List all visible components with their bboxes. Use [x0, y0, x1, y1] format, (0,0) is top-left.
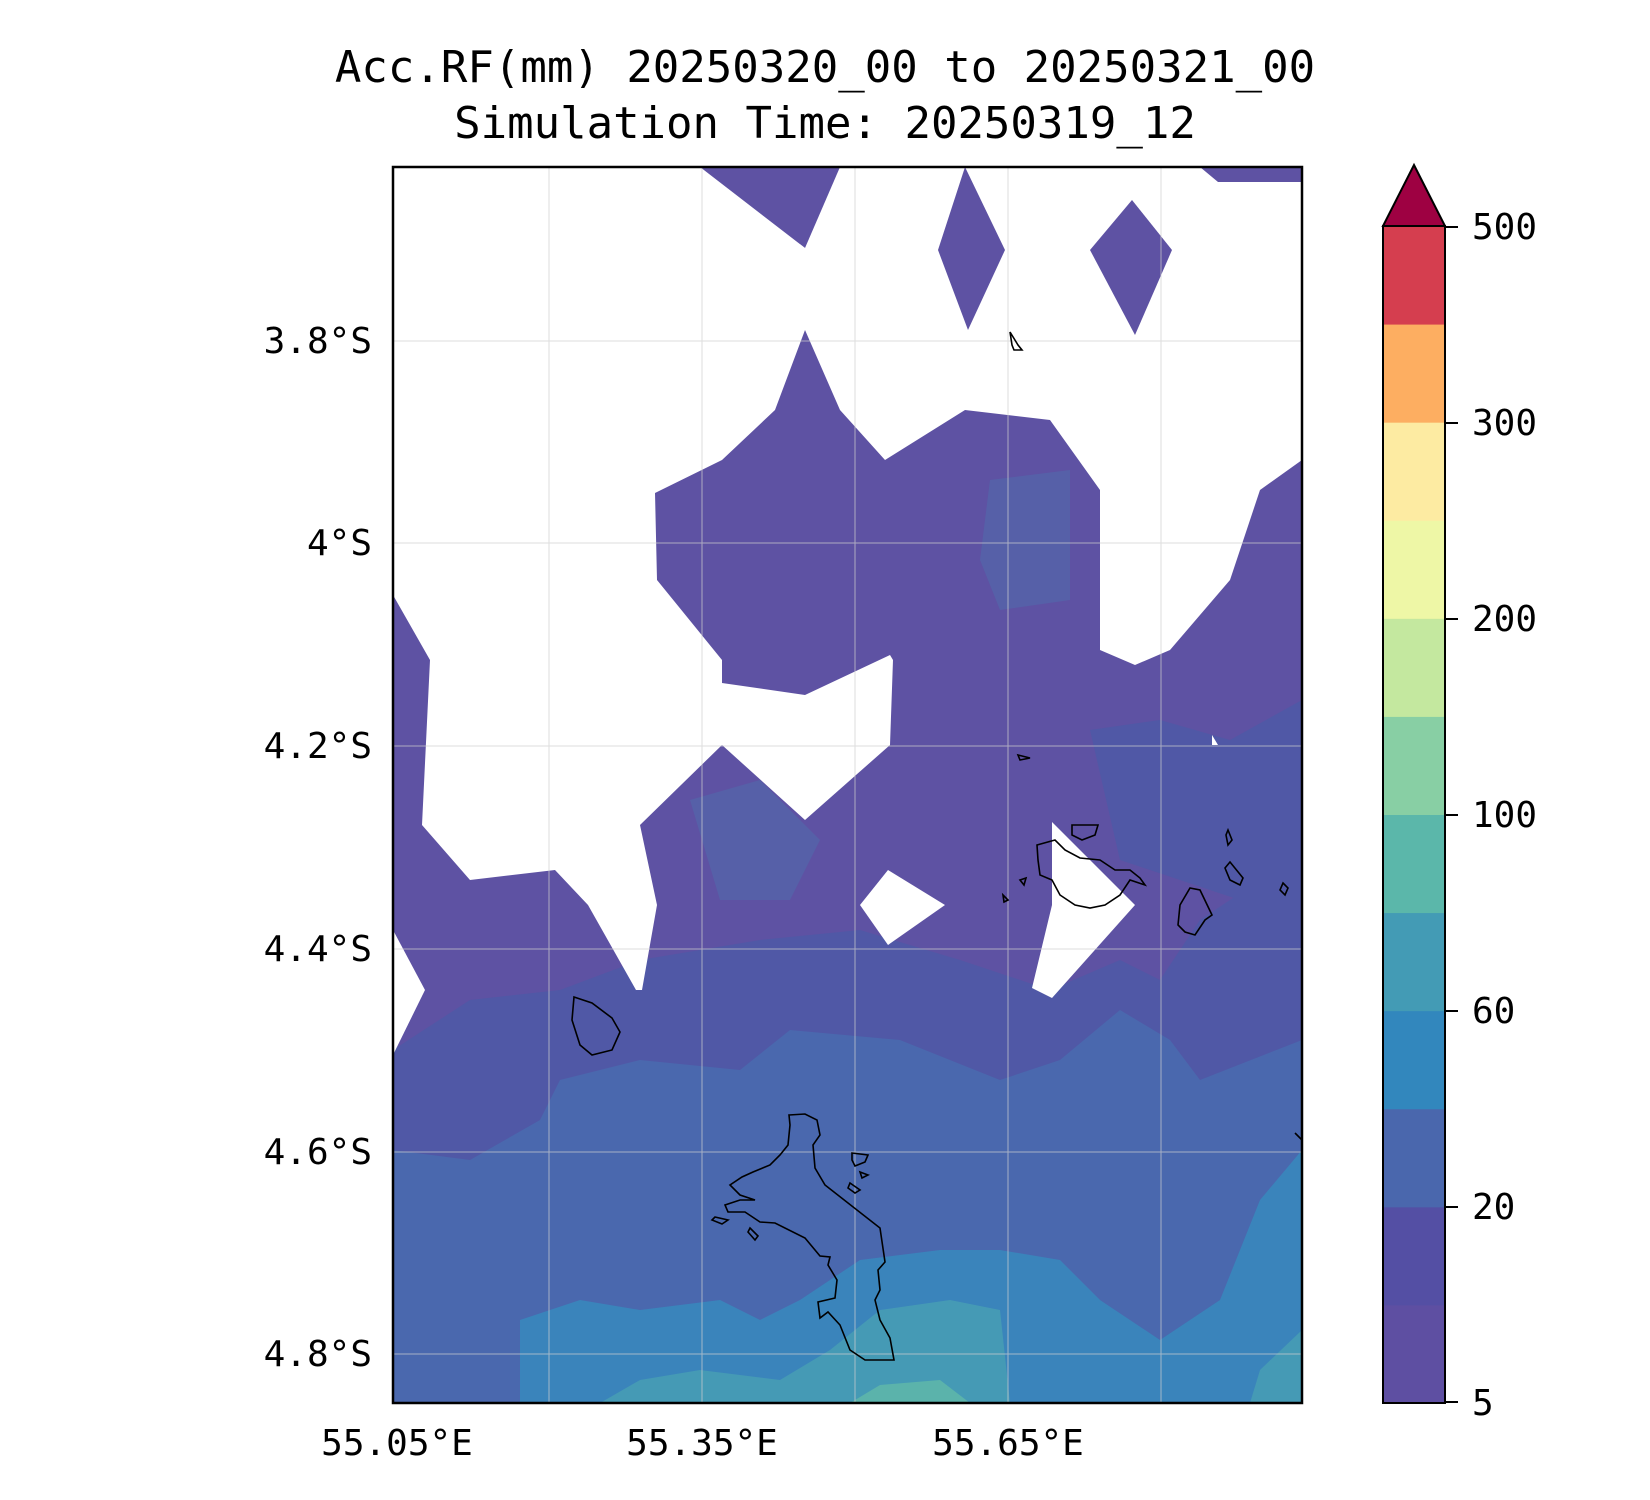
colorbar: 500 300 200 100 60 20 5 [1381, 162, 1537, 1424]
island-la-digue [1177, 887, 1214, 936]
colorbar-band [1383, 912, 1445, 1012]
colorbar-band [1383, 422, 1445, 521]
colorbar-band [1383, 520, 1445, 619]
lat-tick-label: 3.8°S [264, 321, 372, 362]
colorbar-band [1383, 814, 1445, 914]
lat-tick-label: 4.6°S [264, 1132, 372, 1173]
rainfall-field [393, 167, 1302, 1403]
colorbar-ticks [1445, 226, 1458, 1403]
lat-tick-labels: 3.8°S 4°S 4.2°S 4.4°S 4.6°S 4.8°S [264, 321, 372, 1375]
colorbar-band [1383, 1304, 1445, 1404]
lat-tick-label: 4.4°S [264, 929, 372, 970]
colorbar-bands [1383, 226, 1445, 1404]
rain-band-10-20-mid [690, 780, 820, 900]
colorbar-band [1383, 324, 1445, 423]
lon-tick-labels: 55.05°E 55.35°E 55.65°E [321, 1423, 1084, 1464]
colorbar-tick-label: 200 [1472, 599, 1537, 640]
colorbar-band [1383, 716, 1445, 815]
map-gridlines [393, 167, 1302, 1403]
island-silhouette [571, 995, 621, 1056]
lat-tick-label: 4.2°S [264, 726, 372, 767]
no-rain-areas [393, 167, 1302, 1055]
lat-tick-label: 4°S [307, 523, 372, 564]
colorbar-tick-label: 20 [1472, 1187, 1515, 1228]
colorbar-band [1383, 1108, 1445, 1208]
map-title: Acc.RF(mm) 20250320_00 to 20250321_00 [334, 42, 1316, 93]
lon-tick-label: 55.65°E [932, 1423, 1084, 1464]
lon-tick-label: 55.05°E [321, 1423, 473, 1464]
island-mahe [723, 1113, 895, 1361]
colorbar-band [1383, 1206, 1445, 1306]
rain-band-60-80-east [1250, 1330, 1302, 1403]
island-praslin [1036, 839, 1148, 909]
colorbar-tick-label: 60 [1472, 991, 1515, 1032]
rain-band-80-100 [850, 1380, 970, 1403]
colorbar-tick-label: 500 [1472, 207, 1537, 248]
coastlines [571, 331, 1303, 1361]
colorbar-band [1383, 226, 1445, 325]
lon-tick-label: 55.35°E [626, 1423, 778, 1464]
map-subtitle: Simulation Time: 20250319_12 [454, 98, 1196, 149]
colorbar-tick-label: 300 [1472, 403, 1537, 444]
colorbar-tick-label: 5 [1472, 1383, 1494, 1424]
rain-band-10-20-north [980, 470, 1070, 610]
plot-frame [391, 165, 1304, 1405]
lat-tick-label: 4.8°S [264, 1334, 372, 1375]
colorbar-band [1383, 1010, 1445, 1110]
rain-band-40-60 [520, 1150, 1302, 1403]
colorbar-extend-arrow [1381, 162, 1447, 227]
rain-band-10-20-ne [1090, 700, 1302, 900]
colorbar-tick-labels: 500 300 200 100 60 20 5 [1472, 207, 1537, 1424]
colorbar-band [1383, 618, 1445, 717]
colorbar-tick-label: 100 [1472, 795, 1537, 836]
